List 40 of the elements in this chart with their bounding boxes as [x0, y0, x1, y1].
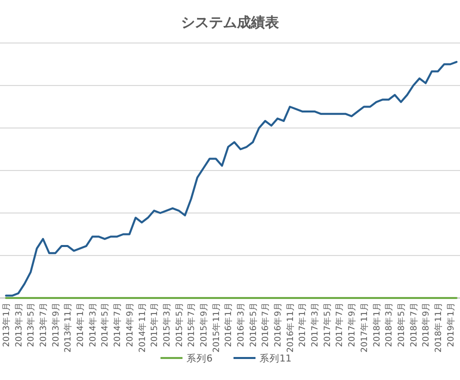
x-tick-label: 2013年1月 [1, 302, 12, 348]
x-tick-label: 2016年11月 [284, 302, 296, 352]
chart-title: システム成績表 [181, 15, 280, 31]
x-tick-label: 2016年3月 [236, 302, 247, 348]
x-tick-label: 2018年9月 [420, 302, 432, 348]
x-tick-label: 2014年9月 [124, 302, 136, 348]
x-tick-label: 2017年7月 [334, 302, 346, 348]
x-tick-label: 2018年11月 [432, 302, 444, 352]
x-tick-label: 2015年3月 [161, 302, 172, 348]
x-tick-label: 2018年3月 [384, 302, 395, 348]
x-tick-label: 2015年5月 [174, 302, 185, 348]
x-tick-label: 2018年5月 [396, 302, 407, 348]
x-tick-label: 2017年3月 [310, 302, 321, 348]
x-tick-label: 2018年1月 [371, 302, 382, 348]
legend-label: 系列11 [260, 352, 292, 364]
x-tick-label: 2013年7月 [38, 302, 50, 348]
x-tick-label: 2014年5月 [100, 302, 111, 348]
x-tick-label: 2016年1月 [223, 302, 234, 348]
x-tick-label: 2017年9月 [346, 302, 358, 348]
x-tick-label: 2015年11月 [210, 302, 222, 352]
x-tick-label: 2013年11月 [62, 302, 74, 352]
x-tick-label: 2016年5月 [248, 302, 259, 348]
x-tick-label: 2019年1月 [445, 302, 456, 348]
x-tick-label: 2014年1月 [75, 302, 86, 348]
x-tick-label: 2015年1月 [149, 302, 160, 348]
x-tick-label: 2016年7月 [260, 302, 272, 348]
x-tick-label: 2013年3月 [13, 302, 24, 348]
x-tick-label: 2014年3月 [87, 302, 98, 348]
x-tick-label: 2013年9月 [50, 302, 62, 348]
x-tick-label: 2018年7月 [408, 302, 420, 348]
x-tick-label: 2017年11月 [358, 302, 370, 352]
x-tick-label: 2016年9月 [272, 302, 284, 348]
x-tick-label: 2014年7月 [112, 302, 124, 348]
x-tick-label: 2017年5月 [322, 302, 333, 348]
x-tick-label: 2015年7月 [186, 302, 198, 348]
x-tick-label: 2017年1月 [297, 302, 308, 348]
x-tick-label: 2015年9月 [198, 302, 210, 348]
legend-label: 系列6 [186, 352, 213, 364]
x-tick-label: 2013年5月 [26, 302, 37, 348]
x-tick-label: 2014年11月 [136, 302, 148, 352]
